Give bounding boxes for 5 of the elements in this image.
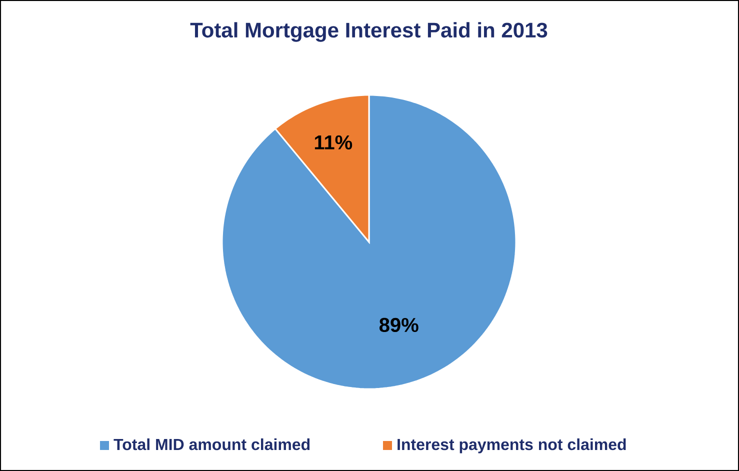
legend-label: Total MID amount claimed	[114, 438, 310, 450]
legend-label: Interest payments not claimed	[398, 438, 626, 454]
data-label: 89%	[379, 318, 418, 332]
chart-title: Total Mortgage Interest Paid in 2013	[190, 22, 548, 42]
data-label: 11%	[314, 135, 352, 150]
